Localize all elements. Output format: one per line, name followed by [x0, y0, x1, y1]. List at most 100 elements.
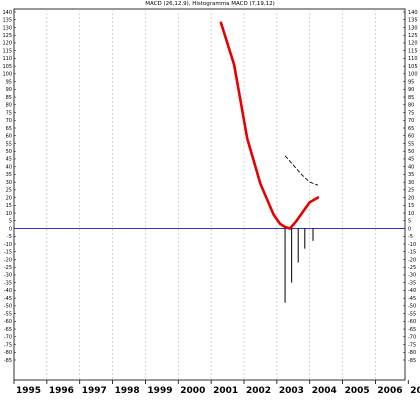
y-tick-label-right: -35 — [408, 280, 416, 286]
y-tick-label-right: -45 — [408, 296, 416, 302]
y-tick-label-left: -55 — [4, 311, 12, 317]
x-tick-label: 2000 — [180, 386, 205, 396]
y-tick-label-left: -5 — [7, 234, 12, 240]
y-tick-label-left: 75 — [6, 110, 12, 116]
y-tick-label-right: -85 — [408, 358, 416, 364]
y-tick-label-left: -85 — [4, 358, 12, 364]
y-tick-label-left: 90 — [6, 87, 12, 93]
y-tick-label-left: 0 — [9, 226, 12, 232]
x-tick-label: 2001 — [213, 386, 238, 396]
y-tick-label-right: 110 — [408, 56, 418, 62]
y-tick-label-right: -30 — [408, 273, 416, 279]
y-tick-label-left: 85 — [6, 95, 12, 101]
y-tick-label-left: 15 — [6, 203, 12, 209]
x-tick-label: 2002 — [246, 386, 271, 396]
y-tick-label-right: 120 — [408, 41, 418, 47]
x-tick-label: 2005 — [345, 386, 370, 396]
y-tick-label-left: -30 — [4, 273, 12, 279]
y-tick-label-left: 5 — [9, 219, 12, 225]
macd-line — [219, 21, 320, 230]
y-tick-label-left: 50 — [6, 149, 12, 155]
y-tick-label-right: 125 — [408, 33, 418, 39]
y-tick-label-right: 135 — [408, 18, 418, 24]
y-tick-label-right: -25 — [408, 265, 416, 271]
y-tick-label-left: 35 — [6, 172, 12, 178]
y-tick-label-right: 50 — [408, 149, 414, 155]
y-tick-label-right: -60 — [408, 319, 416, 325]
y-tick-label-left: 65 — [6, 126, 12, 132]
y-tick-label-left: 120 — [2, 41, 12, 47]
y-tick-label-right: 90 — [408, 87, 414, 93]
y-tick-label-right: -80 — [408, 350, 416, 356]
y-tick-label-left: 30 — [6, 180, 12, 186]
y-tick-label-left: 135 — [2, 18, 12, 24]
y-tick-label-right: -55 — [408, 311, 416, 317]
y-tick-label-left: 110 — [2, 56, 12, 62]
y-tick-label-left: 130 — [2, 25, 12, 31]
y-tick-label-left: 20 — [6, 195, 12, 201]
y-tick-label-left: 95 — [6, 79, 12, 85]
series-layer — [14, 21, 405, 303]
y-tick-label-right: 20 — [408, 195, 414, 201]
y-tick-label-left: -65 — [4, 327, 12, 333]
y-tick-label-right: 40 — [408, 164, 414, 170]
y-tick-label-right: -15 — [408, 250, 416, 256]
y-tick-label-right: -65 — [408, 327, 416, 333]
y-tick-label-right: 55 — [408, 141, 414, 147]
x-tick-label: 1997 — [82, 386, 107, 396]
y-tick-label-left: 55 — [6, 141, 12, 147]
y-tick-label-right: 100 — [408, 72, 418, 78]
y-tick-label-left: 25 — [6, 188, 12, 194]
x-tick-label: 2004 — [312, 386, 337, 396]
y-tick-label-right: 25 — [408, 188, 414, 194]
y-tick-label-left: -20 — [4, 257, 12, 263]
y-tick-label-left: -50 — [4, 304, 12, 310]
y-tick-label-right: 75 — [408, 110, 414, 116]
y-tick-label-right: 70 — [408, 118, 414, 124]
y-tick-label-left: -75 — [4, 342, 12, 348]
y-tick-label-right: 85 — [408, 95, 414, 101]
y-tick-label-left: 80 — [6, 103, 12, 109]
y-tick-label-left: 40 — [6, 164, 12, 170]
plot-frame — [13, 8, 406, 381]
y-tick-label-left: -15 — [4, 250, 12, 256]
y-tick-label-right: -70 — [408, 335, 416, 341]
y-tick-label-left: -10 — [4, 242, 12, 248]
y-tick-label-right: 0 — [408, 226, 411, 232]
y-tick-label-right: -20 — [408, 257, 416, 263]
y-tick-label-left: -25 — [4, 265, 12, 271]
y-tick-label-left: -45 — [4, 296, 12, 302]
x-tick-label: 2007 — [410, 386, 420, 396]
x-tick-label: 1999 — [147, 386, 172, 396]
y-tick-label-right: 10 — [408, 211, 414, 217]
y-tick-label-right: 115 — [408, 48, 418, 54]
x-tick-label: 2006 — [377, 386, 402, 396]
x-tick-label: 2003 — [279, 386, 304, 396]
y-tick-label-left: -70 — [4, 335, 12, 341]
grid-layer — [46, 9, 376, 380]
y-tick-label-right: 30 — [408, 180, 414, 186]
y-tick-label-right: -75 — [408, 342, 416, 348]
y-tick-label-right: 15 — [408, 203, 414, 209]
y-tick-label-left: 105 — [2, 64, 12, 70]
y-tick-label-left: 125 — [2, 33, 12, 39]
y-tick-label-left: -60 — [4, 319, 12, 325]
axis-layer: 1995 1996 1997 1998 1999 2000 2001 2002 2003 2004… — [2, 10, 420, 396]
y-tick-label-right: 130 — [408, 25, 418, 31]
y-tick-label-left: 45 — [6, 157, 12, 163]
y-tick-label-right: 140 — [408, 10, 418, 16]
y-tick-label-right: -5 — [408, 234, 413, 240]
x-tick-label: 1998 — [115, 386, 140, 396]
y-tick-label-left: 10 — [6, 211, 12, 217]
y-tick-label-right: -50 — [408, 304, 416, 310]
y-tick-label-left: 115 — [2, 48, 12, 54]
chart-title: MACD (26,12,9), Histogramma MACD (7,19,1… — [145, 1, 275, 7]
y-tick-label-left: 70 — [6, 118, 12, 124]
y-tick-label-right: 5 — [408, 219, 411, 225]
x-tick-label: 1996 — [49, 386, 74, 396]
signal-line — [284, 155, 319, 186]
y-tick-label-left: 100 — [2, 72, 12, 78]
y-tick-label-right: 60 — [408, 134, 414, 140]
